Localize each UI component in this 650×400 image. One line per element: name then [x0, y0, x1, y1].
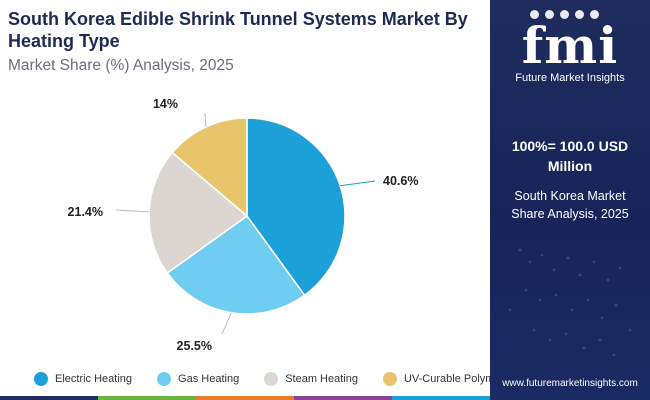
panel-subtitle: South Korea Market Share Analysis, 2025 [490, 187, 650, 223]
globe-icon [530, 10, 539, 19]
data-labels: 40.6% 25.5% 21.4% 14% [68, 97, 419, 353]
chart-title: South Korea Edible Shrink Tunnel Systems… [8, 9, 468, 51]
website-link[interactable]: www.futuremarketinsights.com [502, 378, 638, 389]
total-line-2: Million [547, 158, 593, 174]
legend-item: Steam Heating [264, 372, 358, 386]
legend-swatch [382, 372, 397, 386]
pie-slice-uv-curable-polymers [171, 117, 248, 218]
legend-label: Steam Heating [285, 373, 358, 385]
fmi-logo: fmi Future Market Insights [490, 8, 650, 85]
pie-slice-gas-heating [166, 214, 306, 315]
bottom-color-bar [0, 396, 490, 400]
legend-label: Electric Heating [55, 373, 133, 385]
logo-caption: Future Market Insights [515, 72, 625, 84]
people-icon [575, 10, 584, 19]
pie-chart: 40.6% 25.5% 21.4% 14% [68, 97, 419, 353]
legend-swatch [264, 372, 279, 386]
legend: Electric Heating Gas Heating Steam Heating… [34, 371, 535, 387]
legend-swatch [34, 372, 48, 386]
panel-subtitle-line-2: Share Analysis, 2025 [511, 207, 629, 221]
target-icon [590, 10, 599, 19]
legend-item: Gas Heating [157, 372, 239, 386]
total-line-1: 100%= 100.0 USD [511, 138, 629, 154]
leader-line [115, 209, 150, 213]
legend-label: Gas Heating [178, 373, 240, 385]
legend-item: UV-Curable Polymers [382, 372, 510, 386]
legend-item: Electric Heating [34, 372, 132, 386]
leader-line [204, 112, 207, 128]
logo-icons [530, 10, 599, 19]
legend-label: UV-Curable Polymers [403, 373, 510, 385]
bottom-bar-segment [392, 396, 490, 400]
pie-slices [148, 117, 346, 315]
leader-line [340, 180, 376, 187]
legend-swatch [157, 372, 172, 386]
info-panel: fmi Future Market Insights 100%= 100.0 U… [490, 0, 650, 400]
logo-text: fmi [521, 16, 619, 75]
data-label: 40.6% [383, 174, 418, 188]
leader-line [221, 312, 232, 335]
panel-subtitle-line-1: South Korea Market [514, 189, 626, 203]
gear-icon [560, 10, 569, 19]
data-label: 25.5% [177, 339, 212, 353]
bottom-bar-segment [294, 396, 392, 400]
world-map-pattern [508, 248, 632, 357]
chart-subtitle: Market Share (%) Analysis, 2025 [8, 57, 234, 74]
bottom-bar-segment [196, 396, 294, 400]
bottom-bar-segment [0, 396, 98, 400]
data-label: 14% [153, 97, 178, 111]
leader-lines [115, 112, 376, 335]
chart-icon [545, 10, 554, 19]
data-label: 21.4% [68, 205, 103, 219]
bottom-bar-segment [98, 396, 196, 400]
total-market-size: 100%= 100.0 USD Million [490, 136, 650, 176]
